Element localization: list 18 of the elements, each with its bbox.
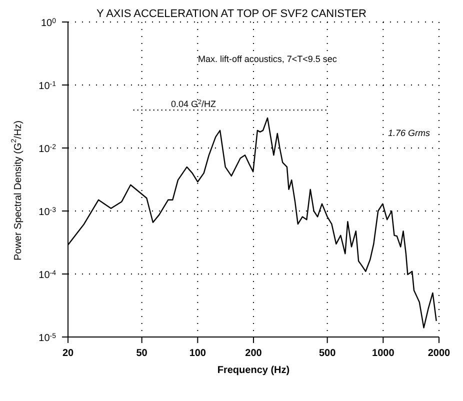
x-tick-label: 500 xyxy=(318,348,336,359)
y-tick-label: 10$^{-4}$ xyxy=(38,270,56,281)
x-tick-label: 1000 xyxy=(372,348,395,359)
y-tick-label: 10$^{-1}$ xyxy=(38,80,56,92)
x-tick-label: 100 xyxy=(189,348,206,359)
y-tick-label: 10$^{-3}$ xyxy=(38,206,56,218)
x-tick-label: 2000 xyxy=(428,348,451,359)
annotation: 1.76 Grms xyxy=(388,128,430,138)
x-tick-label: 200 xyxy=(245,348,262,359)
x-axis-title: Frequency (Hz) xyxy=(217,365,290,376)
x-tick-label: 20 xyxy=(62,348,74,359)
annotation: 0.04 G$^{2}$/HZ xyxy=(171,98,217,110)
x-tick-label: 50 xyxy=(136,348,148,359)
y-tick-label: 10$^{-5}$ xyxy=(38,332,56,344)
y-tick-label: 10$^{0}$ xyxy=(40,18,56,29)
chart-title: Y AXIS ACCELERATION AT TOP OF SVF2 CANISTER xyxy=(96,8,366,20)
y-tick-label: 10$^{-2}$ xyxy=(38,144,56,155)
annotation: Max. lift-off acoustics, 7<T<9.5 sec xyxy=(198,54,337,64)
